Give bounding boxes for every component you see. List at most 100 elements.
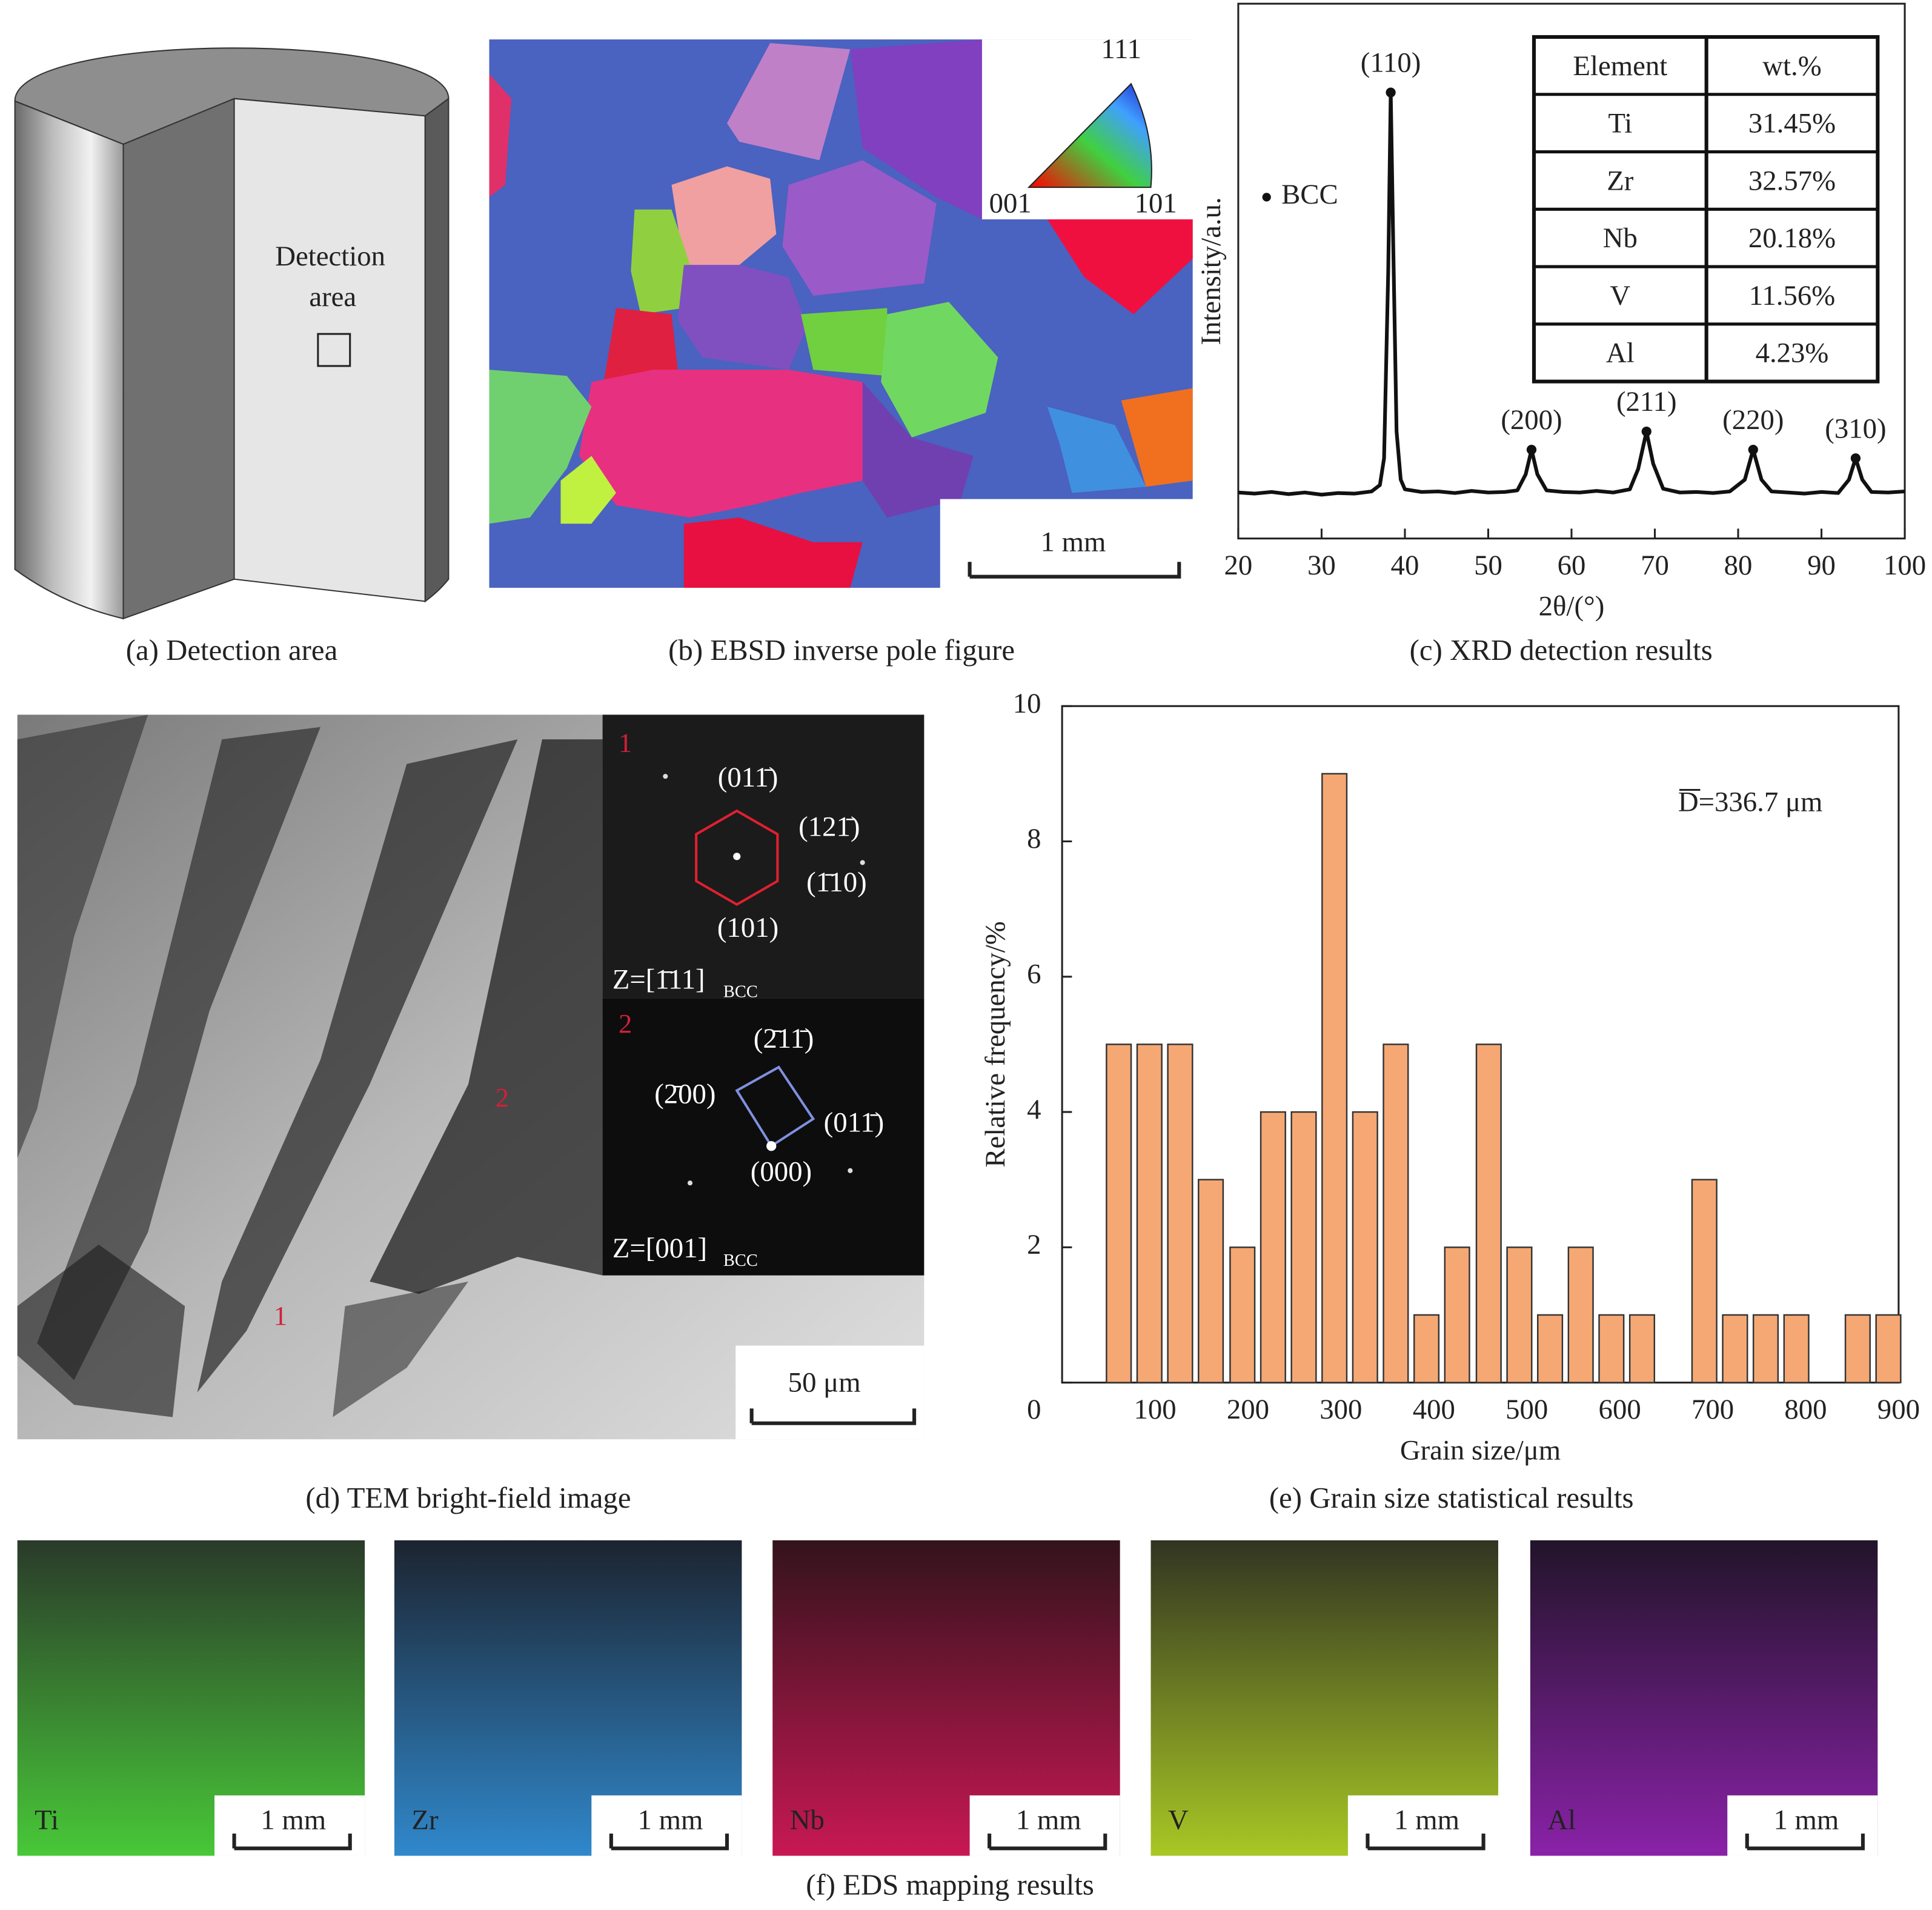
scale-bar-area (591, 1795, 742, 1856)
peak-label: (200) (1501, 404, 1562, 436)
region-label: 1 (274, 1300, 287, 1331)
bar (1752, 1314, 1779, 1383)
grain (726, 43, 851, 161)
grain (801, 308, 888, 376)
ebsd-map (489, 39, 1194, 590)
x-axis-label: Grain size/μm (1400, 1434, 1561, 1466)
grain (671, 166, 777, 265)
y-tick-label: 8 (1027, 823, 1041, 854)
grain (782, 160, 937, 296)
grain (603, 308, 678, 382)
scale-bar (968, 562, 1181, 579)
y-axis-label: Intensity/a.u. (1195, 197, 1227, 345)
region-label: 2 (496, 1082, 509, 1113)
scale-bar (609, 1833, 729, 1851)
cylinder-edge (424, 97, 450, 603)
spot-label: (1̄10) (806, 867, 867, 898)
spot-label: (011̄) (824, 1106, 885, 1138)
saed-number: 1 (619, 728, 632, 758)
bar (1567, 1246, 1594, 1383)
scale-bar-area (1727, 1795, 1878, 1856)
peak-marker (1526, 445, 1537, 455)
x-tick-label: 90 (1807, 550, 1836, 581)
detection-face (233, 98, 426, 602)
x-tick-label: 400 (1413, 1394, 1455, 1425)
saed-spot (663, 774, 668, 779)
element-label: Nb (790, 1804, 825, 1835)
zone-subscript: BCC (723, 983, 758, 1002)
y-axis-label: Relative frequency/% (980, 921, 1011, 1167)
table-cell: 4.23% (1756, 338, 1829, 369)
table-cell: 32.57% (1748, 165, 1836, 196)
detection-square (317, 333, 351, 367)
grain (489, 74, 512, 198)
table-cell: 20.18% (1748, 222, 1836, 254)
bar (1260, 1111, 1286, 1383)
bar (1691, 1179, 1718, 1383)
detection-label: area (309, 281, 356, 313)
table-header: Element (1573, 50, 1667, 82)
scale-bar-area (969, 1795, 1120, 1856)
saed-number: 2 (619, 1008, 632, 1039)
scale-bar-label: 1 mm (638, 1804, 703, 1835)
tem-streak (333, 1281, 468, 1417)
zone-subscript: BCC (723, 1251, 758, 1270)
y-tick-label: 0 (1027, 1394, 1041, 1425)
charts: 20 30 40 50 60 70 80 90 1002θ/(°)Intensity/a.u.(… (980, 2, 1926, 1514)
x-tick-label: 70 (1641, 550, 1669, 581)
peak-marker (1850, 453, 1861, 464)
bar (1106, 1043, 1132, 1383)
x-tick-label: 700 (1691, 1394, 1734, 1425)
x-tick-label: 200 (1227, 1394, 1269, 1425)
x-tick-label: 30 (1307, 550, 1336, 581)
x-tick-label: 100 (1134, 1394, 1176, 1425)
y-tick-label: 6 (1027, 959, 1041, 990)
x-tick-label: 20 (1224, 550, 1253, 581)
saed-inset (602, 714, 925, 999)
bar (1136, 1043, 1163, 1383)
eds-maps: Ti 1 mm Zr 1 mm Nb 1 mm V 1 mm Al 1 mm (17, 1540, 1878, 1856)
peak-label: (110) (1361, 47, 1421, 79)
bar (1229, 1246, 1256, 1383)
grain (862, 382, 974, 518)
peak-marker (1386, 87, 1396, 98)
bar (1875, 1314, 1902, 1383)
bar (1321, 773, 1348, 1383)
table-cell: Nb (1603, 222, 1638, 254)
peak-marker (1641, 427, 1651, 437)
bar (1844, 1314, 1871, 1383)
bar (1598, 1314, 1625, 1383)
grain (489, 370, 592, 524)
bar (1506, 1246, 1533, 1383)
x-tick-label: 600 (1599, 1394, 1641, 1425)
tem-streak (17, 1244, 185, 1417)
scale-bar (988, 1833, 1107, 1851)
scale-bar (749, 1408, 917, 1425)
bar (1383, 1043, 1409, 1383)
cylinder (14, 47, 450, 620)
scale-bar-label: 1 mm (261, 1804, 326, 1835)
cut-face (122, 98, 235, 620)
bar (1537, 1314, 1564, 1383)
composition-table: Element wt.% Ti 31.45% Zr 32.57% Nb 20.18% V 11.5… (1532, 35, 1880, 384)
grain (579, 370, 900, 518)
x-tick-label: 100 (1884, 550, 1926, 581)
saed-spot (733, 853, 741, 860)
element-label: Zr (411, 1804, 439, 1835)
grain (683, 517, 863, 588)
table-cell: Zr (1607, 165, 1634, 196)
spot-label: (121̄) (798, 811, 860, 842)
grain (677, 265, 808, 370)
x-tick-label: 50 (1474, 550, 1502, 581)
caption: (b) EBSD inverse pole figure (668, 634, 1015, 667)
scale-bar-label: 1 mm (1773, 1804, 1839, 1835)
cylinder-side (14, 100, 124, 620)
element-label: Al (1547, 1804, 1576, 1835)
peak-marker (1748, 445, 1758, 455)
peak-label: (211) (1616, 386, 1677, 418)
cylinder-top (14, 47, 450, 145)
saed-spot (860, 860, 865, 865)
caption: (c) XRD detection results (1410, 634, 1713, 667)
